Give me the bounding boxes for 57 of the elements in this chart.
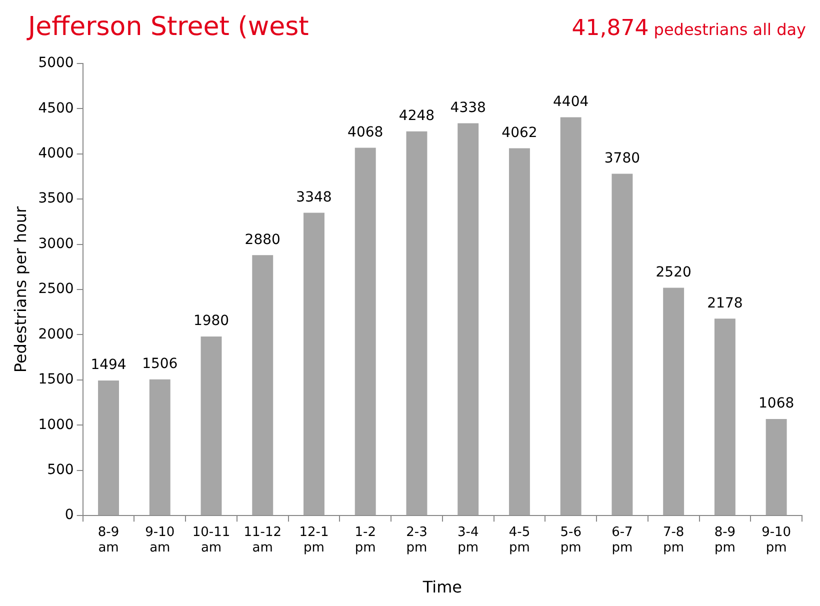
x-tick-label: 9-10 pm [762, 524, 792, 556]
y-tick-label: 1000 [38, 416, 74, 433]
y-axis-title: Pedestrians per hour [10, 206, 30, 373]
x-tick-label: 11-12 am [244, 524, 282, 556]
bar [458, 123, 479, 516]
y-tick-label: 3500 [38, 190, 74, 207]
data-label: 1068 [758, 396, 794, 412]
data-label: 1494 [90, 357, 126, 374]
x-tick-label: 12-1 pm [299, 524, 329, 556]
bar [252, 255, 274, 516]
bar [98, 380, 119, 516]
bar [612, 174, 633, 516]
data-label: 4068 [348, 124, 384, 140]
x-tick-label: 2-3 pm [406, 524, 428, 556]
x-tick-label: 4-5 pm [508, 524, 530, 556]
x-tick-label: 8-9 pm [714, 524, 736, 556]
x-tick-label: 1-2 pm [354, 524, 376, 556]
y-tick-label: 3000 [38, 236, 74, 252]
data-label: 3348 [296, 189, 332, 206]
data-label: 1506 [142, 356, 178, 372]
data-label: 2880 [244, 232, 280, 248]
bar [508, 148, 530, 516]
bar [663, 288, 684, 516]
bar [304, 212, 324, 516]
data-label: 3780 [604, 150, 640, 166]
y-tick-label: 2000 [38, 326, 74, 342]
bar [714, 318, 736, 516]
y-tick-label: 0 [64, 507, 74, 524]
y-tick-label: 2500 [38, 281, 74, 298]
data-label: 4338 [450, 100, 486, 116]
data-label: 1980 [193, 313, 230, 330]
bar [560, 117, 582, 516]
bar [149, 379, 170, 516]
chart-subtitle: 41,874 pedestrians all day [572, 16, 806, 41]
x-tick-label: 10-11 am [192, 524, 230, 556]
data-label: 2520 [656, 264, 692, 280]
data-label: 4404 [553, 94, 589, 110]
y-tick-label: 4000 [38, 145, 74, 162]
bar [354, 148, 376, 516]
y-tick-label: 500 [47, 462, 74, 478]
y-tick-label: 5000 [38, 55, 74, 72]
x-tick-label: 7-8 pm [662, 524, 684, 556]
data-label: 4248 [398, 108, 435, 124]
x-tick-label: 5-6 pm [560, 524, 582, 556]
data-label: 2178 [707, 295, 743, 312]
bar [200, 336, 222, 516]
x-axis-title: Time [422, 578, 462, 597]
bar [766, 419, 787, 516]
y-tick-label: 4500 [38, 100, 74, 116]
x-tick-label: 3-4 pm [457, 524, 479, 556]
bar [406, 131, 428, 516]
y-tick-label: 1500 [38, 372, 74, 388]
x-tick-label: 6-7 pm [612, 524, 633, 556]
data-label: 4062 [502, 124, 538, 141]
chart-title: Jefferson Street (west [28, 12, 309, 42]
x-tick-label: 8-9 am [98, 524, 120, 556]
x-tick-label: 9-10 am [145, 524, 175, 556]
